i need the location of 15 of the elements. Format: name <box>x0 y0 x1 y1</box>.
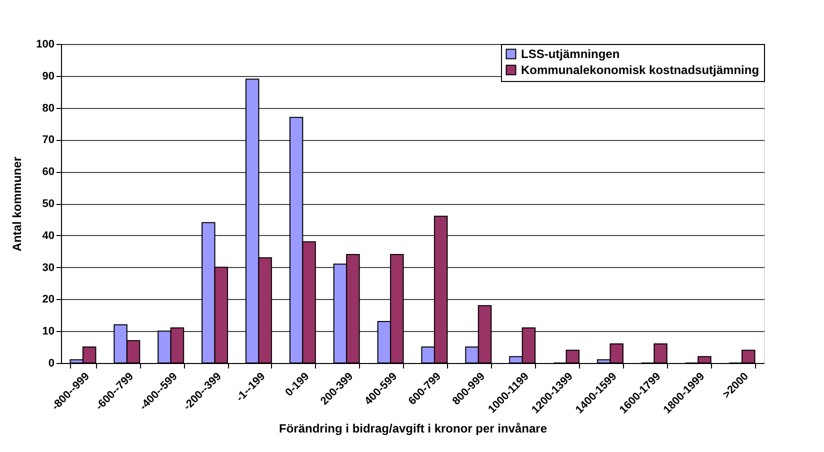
y-tick-label: 70 <box>42 134 54 146</box>
y-tick-label: 90 <box>42 70 54 82</box>
y-axis-title: Antal kommuner <box>10 156 24 252</box>
y-tick-label: 100 <box>36 38 54 50</box>
y-tick-label: 0 <box>48 358 54 370</box>
y-tick-label: 30 <box>42 262 54 274</box>
y-tick-label: 10 <box>42 326 54 338</box>
y-tick-label: 80 <box>42 102 54 114</box>
legend-label: LSS-utjämningen <box>521 47 620 61</box>
legend-label: Kommunalekonomisk kostnadsutjämning <box>521 63 760 77</box>
y-tick-label: 20 <box>42 294 54 306</box>
x-axis-title: Förändring i bidrag/avgift i kronor per invånare <box>278 421 548 436</box>
y-tick-label: 50 <box>42 198 54 210</box>
y-tick-label: 40 <box>42 230 54 242</box>
y-tick-label: 60 <box>42 166 54 178</box>
